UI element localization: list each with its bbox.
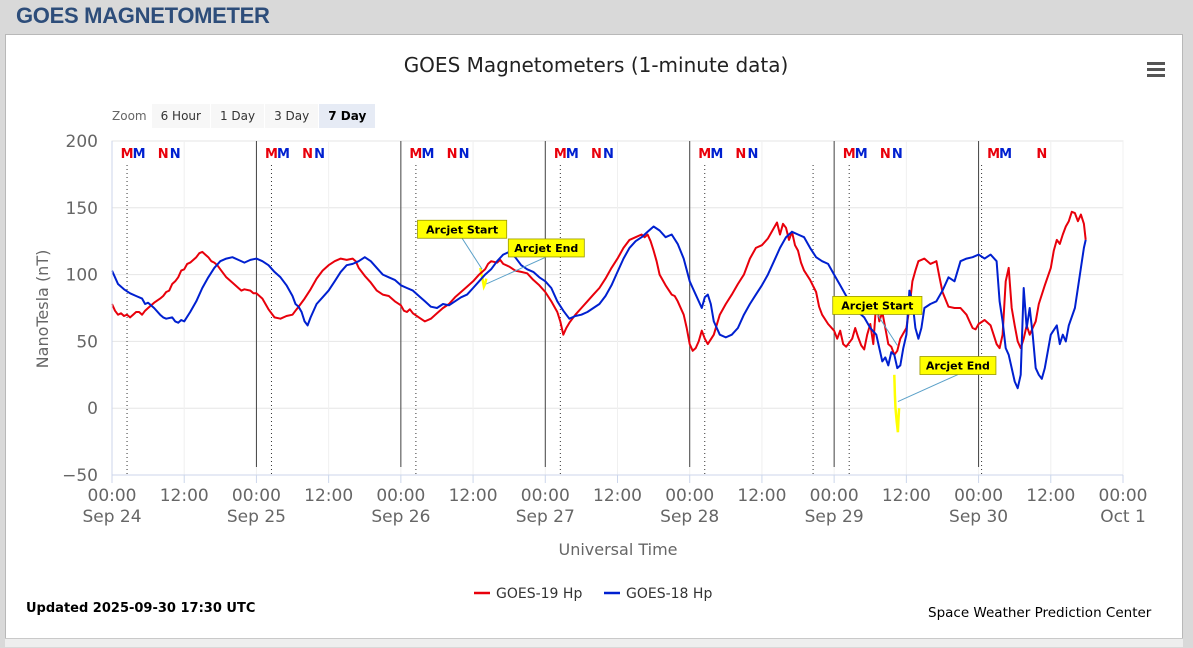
x-tick-date-label: Sep 28 [660,507,719,527]
legend-label: GOES-18 Hp [626,586,712,602]
updated-timestamp: Updated 2025-09-30 17:30 UTC [26,601,256,616]
annotation-box [507,238,585,258]
marker-label-m: M [265,147,278,162]
x-tick-time-label: 12:00 [737,486,786,506]
y-axis-label: NanoTesla (nT) [33,250,52,369]
marker-label-m: M [121,147,134,162]
marker-label-m: M [421,147,434,162]
x-tick-date-label: Sep 30 [949,507,1008,527]
day-boundary-lines [255,141,980,467]
arcjet-series-1 [893,374,901,433]
zoom-1-day-button[interactable]: 1 Day [210,104,265,128]
marker-label-n: N [170,147,181,162]
zoom-7-day-button[interactable]: 7 Day [319,104,376,128]
x-tick-time-label: 00:00 [521,486,570,506]
x-tick-time-label: 12:00 [160,486,209,506]
marker-label-n: N [459,147,470,162]
marker-label-n: N [735,147,746,162]
x-tick-time-label: 00:00 [954,486,1003,506]
hamburger-menu-icon[interactable] [1144,59,1168,79]
marker-label-m: M [277,147,290,162]
x-tick-date-label: Sep 26 [371,507,430,527]
y-tick-label: 150 [66,199,98,219]
marker-label-m: M [409,147,422,162]
series-line-goes-18-hp [111,225,1087,390]
series-line-goes-19-hp [111,210,1087,356]
y-tick-label: 0 [87,399,98,419]
marker-label-m: M [133,147,146,162]
zoom-3-day-button[interactable]: 3 Day [265,104,319,128]
page-header-title: GOES MAGNETOMETER [16,3,270,28]
x-tick-time-label: 12:00 [1026,486,1075,506]
marker-label-m: M [554,147,567,162]
x-tick-date-label: Oct 1 [1100,507,1146,527]
marker-label-n: N [747,147,758,162]
annotation-connector [876,314,898,346]
annotation-label: Arcjet Start [426,223,498,236]
marker-label-m: M [710,147,723,162]
chart-title: GOES Magnetometers (1-minute data) [404,53,789,77]
annotation-label: Arcjet End [514,242,578,255]
annotation-label: Arcjet Start [841,299,913,312]
annotation-label: Arcjet End [926,360,990,373]
annotation-box [417,219,508,239]
marker-label-n: N [892,147,903,162]
x-tick-time-label: 12:00 [593,486,642,506]
legend: GOES-19 Hp GOES-18 Hp [474,586,712,602]
page-header: GOES MAGNETOMETER [0,0,1193,34]
x-tick-date-label: Sep 25 [227,507,286,527]
marker-label-m: M [855,147,868,162]
credit-text: Space Weather Prediction Center [928,605,1152,621]
x-tick-time-label: 00:00 [376,486,425,506]
x-tick-time-label: 00:00 [665,486,714,506]
marker-label-m: M [566,147,579,162]
zoom-6-hour-button[interactable]: 6 Hour [151,104,210,128]
marker-label-n: N [447,147,458,162]
annotation-box [832,296,923,315]
legend-item-1[interactable]: GOES-18 Hp [604,586,712,602]
marker-label-n: N [158,147,169,162]
x-tick-date-label: Sep 29 [805,507,864,527]
legend-label: GOES-19 Hp [496,586,582,602]
marker-label-n: N [603,147,614,162]
x-tick-time-label: 00:00 [232,486,281,506]
bottom-strip [5,638,1183,647]
x-tick-time-label: 00:00 [1099,486,1148,506]
annotations: Arcjet Start Arcjet End Arcjet Start Arcjet… [417,219,997,402]
marker-label-n: N [880,147,891,162]
y-tick-label: 100 [66,266,98,286]
x-axis-label: Universal Time [558,540,677,559]
annotation-connector [897,374,959,402]
x-tick-time-label: 12:00 [304,486,353,506]
marker-label-m: M [698,147,711,162]
y-tick-label: 200 [66,132,98,152]
marker-label-m: M [999,147,1012,162]
zoom-label: Zoom [112,109,147,123]
x-tick-time-label: 00:00 [810,486,859,506]
annotation-connector [486,256,547,285]
marker-label-m: M [843,147,856,162]
marker-label-n: N [302,147,313,162]
x-tick-time-label: 12:00 [882,486,931,506]
x-tick-time-label: 12:00 [449,486,498,506]
x-tick-date-label: Sep 27 [516,507,575,527]
zoom-controls: Zoom 6 Hour 1 Day 3 Day 7 Day [112,104,376,128]
annotation-box [919,356,997,375]
annotation-connector [461,237,483,270]
y-tick-label: 50 [76,332,98,352]
series-layer [111,210,1087,433]
marker-label-m: M [987,147,1000,162]
marker-label-n: N [591,147,602,162]
marker-label-n: N [314,147,325,162]
y-tick-label: −50 [62,466,98,486]
y-axis: −50 0 50 100 150 200 [62,132,113,486]
legend-item-0[interactable]: GOES-19 Hp [474,586,582,602]
x-tick-date-label: Sep 24 [82,507,141,527]
marker-label-n: N [1036,147,1047,162]
x-tick-time-label: 00:00 [88,486,137,506]
